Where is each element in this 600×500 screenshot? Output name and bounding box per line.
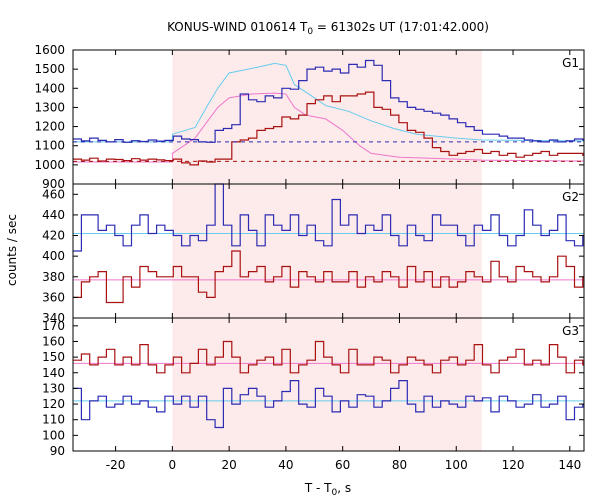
y-tick-label-g3: 120 — [42, 397, 65, 411]
y-tick-label-g1: 1100 — [34, 139, 65, 153]
y-tick-label-g1: 1500 — [34, 62, 65, 76]
x-tick-label: 100 — [445, 458, 468, 472]
y-tick-label-g3: 110 — [42, 413, 65, 427]
shaded-interval-g2 — [172, 184, 482, 318]
chart-title-subscript: 0 — [307, 27, 313, 37]
cyan-model-g1 — [73, 62, 585, 143]
panel-frame-g3 — [72, 317, 585, 452]
red-series-g2 — [73, 250, 584, 304]
blue-series-g3 — [73, 380, 584, 429]
x-axis-label-subscript: 0 — [332, 488, 338, 498]
x-axis-label: T - T0, s — [304, 481, 351, 498]
y-tick-label-g3: 130 — [42, 381, 65, 395]
y-tick-label-g3: 150 — [42, 350, 65, 364]
panel-label-g1: G1 — [562, 56, 579, 70]
y-tick-label-g2: 420 — [42, 229, 65, 243]
x-tick-label: -20 — [106, 458, 126, 472]
y-tick-label-g3: 160 — [42, 334, 65, 348]
y-tick-label-g2: 380 — [42, 270, 65, 284]
panel-g2: 340 360 380 400 420 440 460 G2 — [42, 183, 585, 325]
x-tick-label: 80 — [392, 458, 407, 472]
x-tick-label: 40 — [278, 458, 293, 472]
x-tick-label: 120 — [502, 458, 525, 472]
y-tick-label-g2: 440 — [42, 208, 65, 222]
panel-label-g2: G2 — [562, 190, 579, 204]
y-tick-label-g1: 900 — [42, 177, 65, 191]
panel-g1: 900 1000 1100 1200 1300 1400 1500 1600 G1 — [34, 43, 585, 191]
y-tick-label-g1: 1300 — [34, 100, 65, 114]
y-tick-label-g1: 1600 — [34, 43, 65, 57]
y-tick-label-g2: 460 — [42, 187, 65, 201]
shaded-interval-g1 — [172, 50, 482, 184]
chart-title: KONUS-WIND 010614 T0 = 61302s UT (17:01:… — [167, 20, 489, 37]
x-tick-label: 60 — [335, 458, 350, 472]
y-tick-label-g3: 170 — [42, 319, 65, 333]
x-tick-label: 0 — [169, 458, 177, 472]
x-tick-label: 140 — [558, 458, 581, 472]
red-series-g3 — [73, 340, 584, 374]
blue-series-g1 — [73, 59, 584, 143]
red-series-g1 — [73, 91, 584, 166]
y-tick-label-g2: 360 — [42, 290, 65, 304]
y-tick-label-g2: 400 — [42, 249, 65, 263]
panel-label-g3: G3 — [562, 324, 579, 338]
y-tick-label-g3: 140 — [42, 366, 65, 380]
shaded-interval-g3 — [172, 318, 482, 451]
chart-title-suffix: = 61302s UT (17:01:42.000) — [313, 20, 489, 34]
x-axis-label-suffix: , s — [337, 481, 351, 495]
pink-model-g1 — [73, 92, 585, 163]
x-tick-label: 20 — [221, 458, 236, 472]
y-tick-label-g1: 1200 — [34, 120, 65, 134]
panels-group: 9001000110012001300140015001600G13403603… — [34, 43, 585, 472]
blue-series-g2 — [73, 183, 584, 252]
y-axis-label: counts / sec — [5, 214, 19, 286]
y-tick-label-g2: 340 — [42, 311, 65, 325]
y-tick-label-g3: 90 — [50, 444, 65, 458]
y-tick-label-g3: 100 — [42, 428, 65, 442]
x-axis-label-prefix: T - T — [304, 481, 332, 495]
y-tick-label-g1: 1000 — [34, 158, 65, 172]
y-tick-label-g1: 1400 — [34, 81, 65, 95]
chart-title-prefix: KONUS-WIND 010614 T — [167, 20, 308, 34]
